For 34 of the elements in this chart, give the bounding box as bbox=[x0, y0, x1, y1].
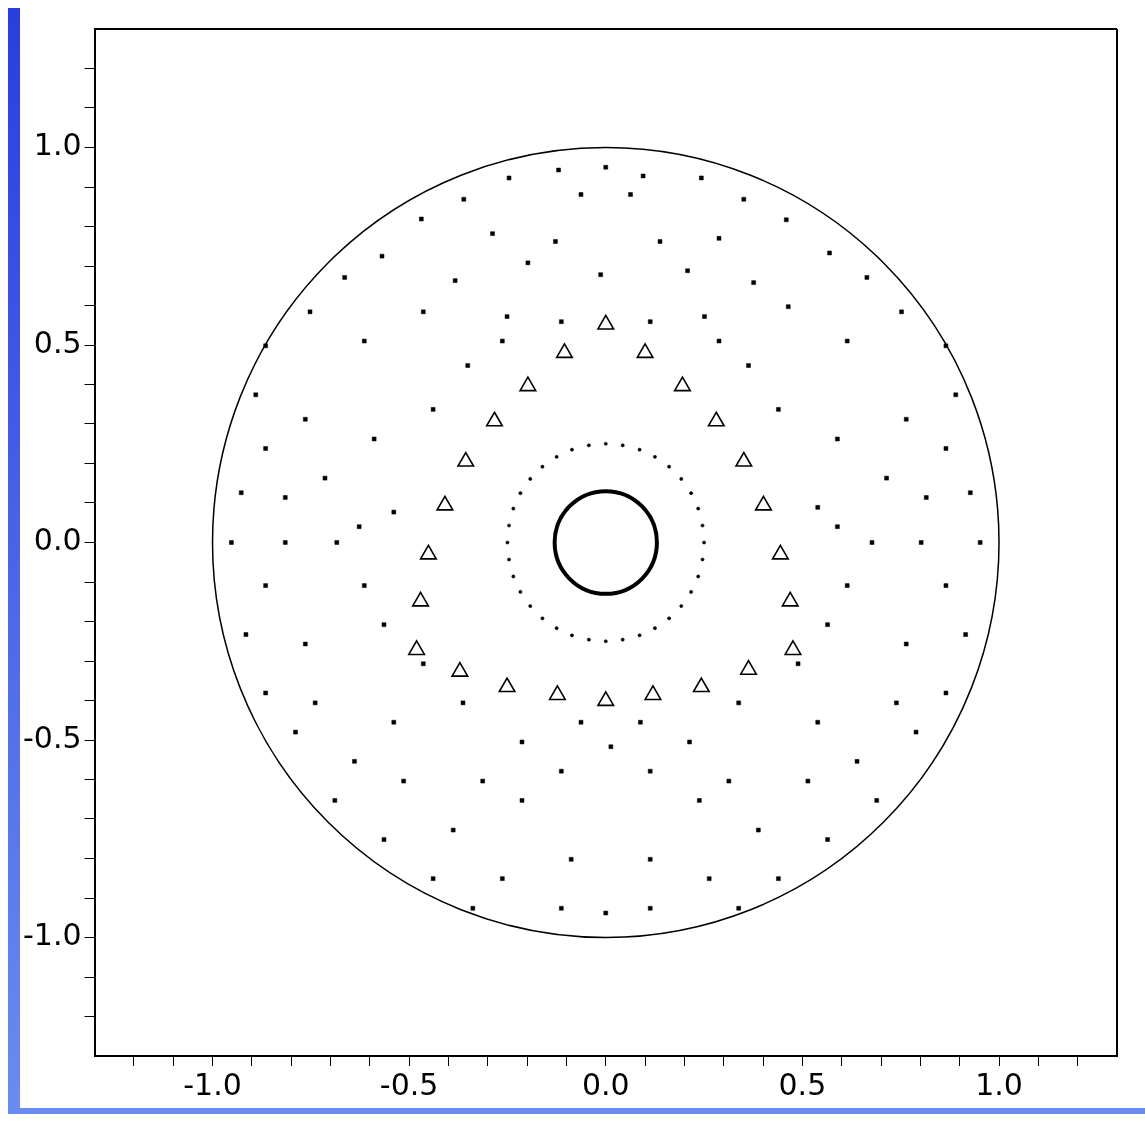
y-tick-label: 0.5 bbox=[33, 324, 82, 360]
point bbox=[519, 376, 537, 392]
x-tick-label: 1.0 bbox=[975, 1066, 1023, 1102]
point bbox=[597, 314, 615, 330]
point bbox=[707, 411, 725, 427]
x-tick-label: 0.5 bbox=[778, 1066, 827, 1102]
point bbox=[451, 661, 469, 677]
y-tick-label: 1.0 bbox=[33, 127, 82, 163]
y-tick-label: -0.5 bbox=[22, 719, 82, 755]
point bbox=[419, 544, 437, 560]
point bbox=[781, 591, 799, 607]
point bbox=[408, 640, 426, 656]
point bbox=[692, 677, 710, 693]
x-tick-label: -1.0 bbox=[183, 1066, 242, 1102]
point bbox=[739, 659, 758, 675]
point bbox=[636, 343, 654, 359]
x-tick-label: 0.0 bbox=[581, 1066, 630, 1102]
point bbox=[457, 451, 475, 467]
point bbox=[498, 677, 516, 693]
point bbox=[597, 691, 615, 707]
point bbox=[411, 591, 430, 607]
point bbox=[754, 495, 773, 511]
point bbox=[548, 685, 566, 701]
point bbox=[771, 544, 789, 560]
y-tick-label: 0.0 bbox=[33, 522, 82, 558]
point bbox=[436, 495, 454, 511]
y-tick-label: -1.0 bbox=[22, 917, 82, 953]
point bbox=[735, 451, 753, 467]
point bbox=[644, 685, 662, 701]
point bbox=[673, 376, 692, 392]
x-tick-label: -0.5 bbox=[379, 1066, 439, 1102]
point bbox=[555, 343, 574, 359]
point bbox=[485, 411, 504, 427]
point bbox=[784, 640, 802, 656]
